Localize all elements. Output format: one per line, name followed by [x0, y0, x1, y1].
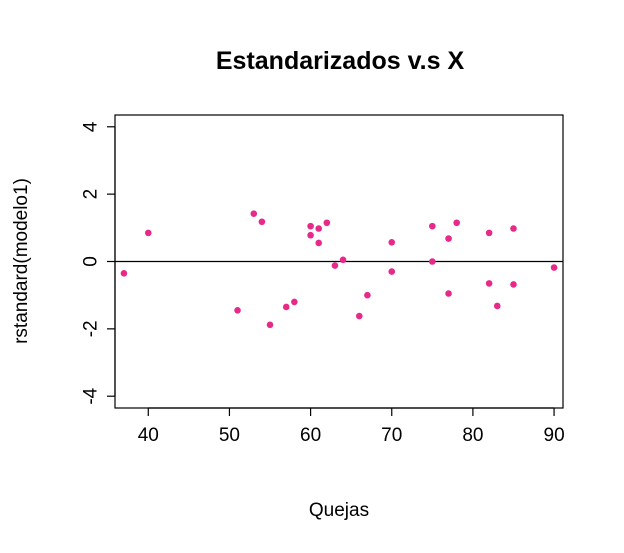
data-point	[291, 298, 298, 306]
y-tick-label: 2	[81, 189, 102, 200]
y-axis-label: rstandard(modelo1)	[11, 178, 32, 344]
chart-title: Estandarizados v.s X	[216, 47, 465, 75]
x-axis-label: Quejas	[309, 500, 369, 521]
data-point	[315, 225, 323, 232]
data-point	[429, 258, 436, 265]
data-point	[429, 222, 436, 230]
data-point	[388, 239, 396, 246]
data-point	[493, 302, 501, 310]
data-point	[388, 268, 396, 275]
data-point	[315, 239, 323, 247]
y-tick-label: -4	[81, 387, 102, 404]
y-tick-label: -2	[81, 320, 102, 337]
data-point	[323, 219, 331, 227]
data-point	[266, 321, 274, 329]
data-point	[339, 256, 347, 264]
data-point	[307, 222, 314, 230]
y-axis: -4 -2 0 2 4	[81, 121, 116, 405]
x-tick-label: 60	[300, 425, 321, 446]
x-tick-label: 50	[219, 425, 240, 446]
data-point	[453, 219, 460, 227]
y-tick-label: 4	[81, 121, 102, 132]
data-point	[144, 229, 152, 237]
data-point	[282, 303, 290, 311]
data-point	[307, 231, 314, 239]
x-tick-label: 90	[544, 425, 565, 446]
x-tick-label: 80	[462, 425, 483, 446]
data-point	[445, 290, 452, 297]
y-tick-label: 0	[81, 256, 102, 267]
data-point	[250, 210, 258, 217]
data-point	[120, 269, 128, 277]
data-point	[510, 281, 517, 288]
data-points	[120, 210, 558, 329]
data-point	[550, 264, 558, 271]
data-point	[331, 262, 339, 269]
x-axis: 40 50 60 70 80 90	[138, 407, 565, 446]
data-point	[234, 307, 241, 314]
data-point	[485, 229, 493, 237]
x-tick-label: 70	[381, 425, 402, 446]
data-point	[364, 291, 371, 299]
data-point	[258, 218, 266, 226]
data-point	[445, 235, 452, 242]
data-point	[485, 280, 493, 287]
x-tick-label: 40	[138, 425, 159, 446]
data-point	[510, 225, 517, 232]
data-point	[355, 312, 363, 320]
